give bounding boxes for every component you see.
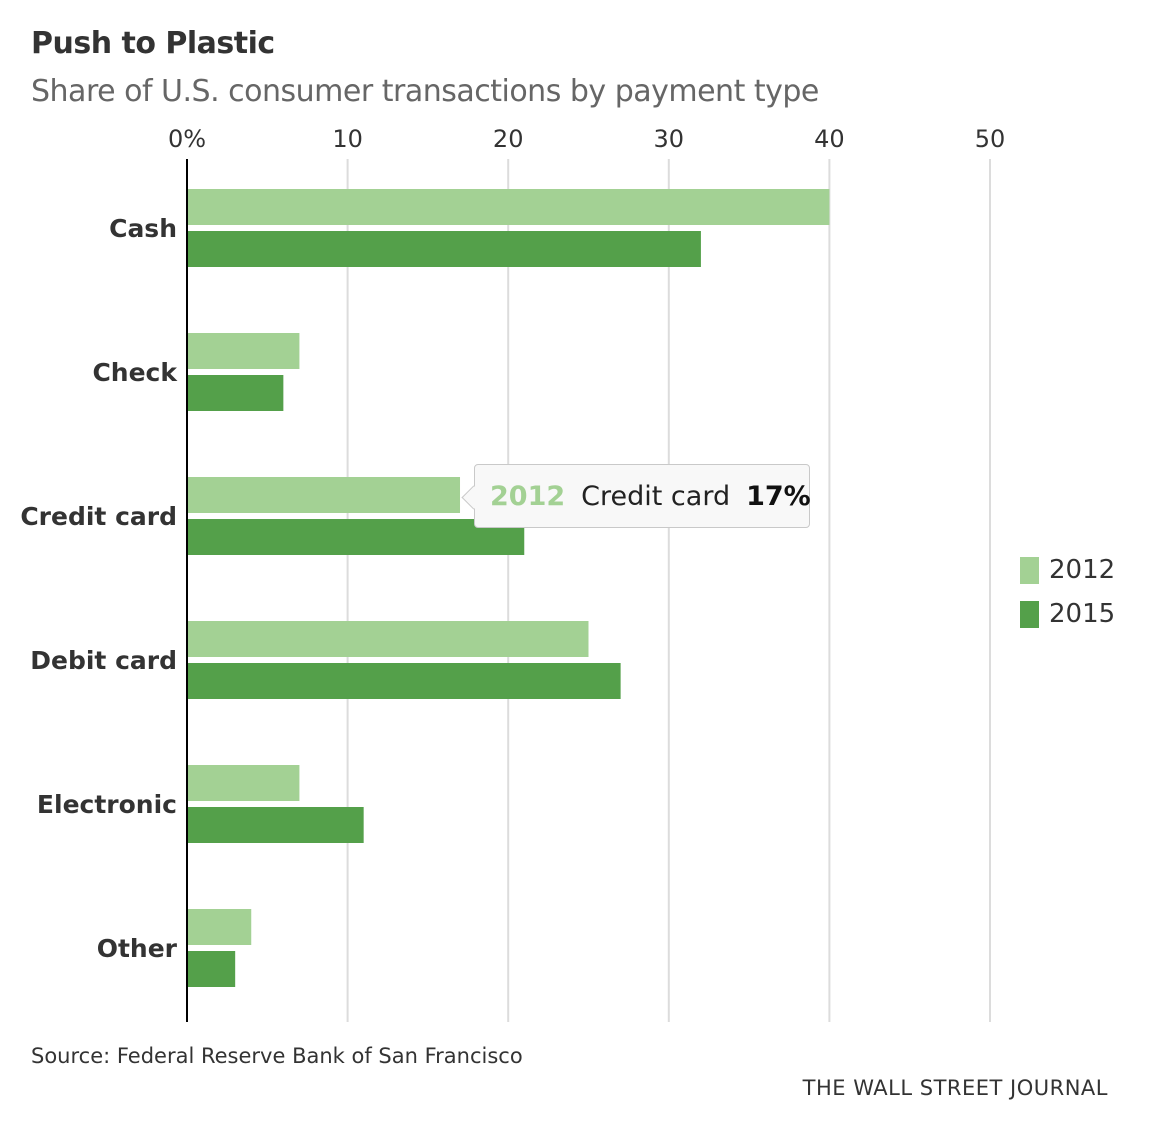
category-label: Other (97, 934, 178, 963)
x-tick-label: 20 (493, 125, 524, 153)
source-note: Source: Federal Reserve Bank of San Fran… (31, 1044, 523, 1068)
bar-other-2015[interactable] (187, 951, 236, 987)
bar-debit-card-2015[interactable] (187, 663, 621, 699)
category-labels: Cash Check Credit card Debit card Electronic… (20, 214, 178, 963)
x-tick-label: 40 (814, 125, 845, 153)
legend-item-2012[interactable]: 2012 (1020, 548, 1115, 592)
category-label: Electronic (37, 790, 177, 819)
bars (187, 189, 830, 987)
chart-title: Push to Plastic (31, 26, 275, 61)
bar-cash-2015[interactable] (187, 231, 701, 267)
x-tick-label: 50 (975, 125, 1006, 153)
x-tick-label: 0% (168, 125, 206, 153)
legend: 2012 2015 (1020, 548, 1115, 636)
bar-check-2015[interactable] (187, 375, 284, 411)
bar-debit-card-2012[interactable] (187, 621, 589, 657)
bar-electronic-2012[interactable] (187, 765, 300, 801)
bar-check-2012[interactable] (187, 333, 300, 369)
legend-label-2015: 2015 (1049, 599, 1116, 629)
x-tick-label: 10 (332, 125, 363, 153)
tooltip: 2012 Credit card 17% (461, 464, 811, 528)
x-tick-label: 30 (654, 125, 685, 153)
chart-subtitle: Share of U.S. consumer transactions by p… (31, 74, 819, 109)
legend-swatch-2012 (1020, 556, 1039, 584)
bar-cash-2012[interactable] (187, 189, 830, 225)
category-label: Credit card (20, 502, 177, 531)
bar-other-2012[interactable] (187, 909, 252, 945)
category-label: Check (92, 358, 178, 387)
category-label: Cash (109, 214, 177, 243)
legend-item-2015[interactable]: 2015 (1020, 592, 1115, 636)
legend-label-2012: 2012 (1049, 555, 1116, 585)
x-axis-ticks: 0% 10 20 30 40 50 (168, 125, 1005, 153)
bar-credit-card-2015[interactable] (187, 519, 525, 555)
gridlines (346, 159, 991, 1022)
bar-credit-card-2012[interactable] (187, 477, 461, 513)
category-label: Debit card (30, 646, 177, 675)
tooltip-category: Credit card (581, 480, 731, 512)
legend-swatch-2015 (1020, 600, 1039, 628)
tooltip-year: 2012 (490, 480, 566, 512)
tooltip-value: 17% (746, 480, 811, 512)
bar-electronic-2015[interactable] (187, 807, 364, 843)
publisher-brand: THE WALL STREET JOURNAL (802, 1076, 1108, 1100)
